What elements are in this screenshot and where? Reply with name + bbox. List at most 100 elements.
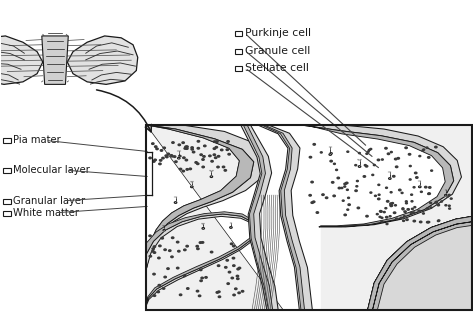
Circle shape [204, 145, 206, 147]
Polygon shape [42, 36, 68, 84]
Circle shape [405, 147, 407, 149]
Circle shape [172, 237, 174, 239]
Circle shape [171, 256, 173, 258]
Bar [235, 31, 242, 36]
Circle shape [159, 160, 162, 161]
Circle shape [429, 202, 431, 204]
Circle shape [418, 210, 420, 212]
Circle shape [329, 154, 331, 155]
Circle shape [172, 142, 174, 143]
Circle shape [197, 163, 199, 165]
Circle shape [195, 162, 197, 163]
Circle shape [385, 208, 387, 209]
Circle shape [425, 186, 427, 188]
Circle shape [391, 151, 392, 153]
Circle shape [158, 257, 160, 259]
Circle shape [215, 147, 218, 148]
Ellipse shape [0, 26, 145, 101]
Circle shape [179, 168, 182, 170]
Circle shape [311, 181, 313, 183]
Circle shape [235, 288, 237, 289]
Circle shape [413, 220, 416, 222]
Circle shape [367, 151, 369, 152]
Circle shape [197, 248, 199, 250]
Circle shape [428, 222, 430, 223]
Circle shape [385, 216, 388, 218]
Circle shape [232, 257, 235, 259]
Circle shape [184, 148, 186, 149]
Circle shape [379, 216, 381, 217]
Circle shape [179, 155, 181, 157]
Circle shape [383, 211, 385, 213]
Circle shape [334, 163, 336, 164]
Circle shape [438, 220, 439, 222]
Circle shape [191, 149, 193, 150]
Circle shape [428, 193, 430, 194]
Circle shape [405, 201, 407, 202]
Circle shape [225, 267, 227, 268]
Circle shape [411, 208, 413, 210]
Circle shape [391, 205, 392, 206]
Circle shape [229, 227, 232, 228]
Bar [235, 66, 242, 71]
Circle shape [210, 251, 213, 253]
Circle shape [174, 202, 177, 204]
Text: Granular layer: Granular layer [13, 196, 86, 206]
Polygon shape [368, 216, 472, 310]
Circle shape [215, 157, 217, 159]
Circle shape [183, 249, 186, 251]
Circle shape [381, 221, 383, 222]
Circle shape [346, 182, 348, 184]
Circle shape [435, 146, 437, 148]
Circle shape [228, 154, 230, 155]
Circle shape [380, 210, 382, 212]
Circle shape [409, 154, 411, 155]
Bar [235, 49, 242, 53]
Circle shape [365, 166, 368, 167]
Circle shape [422, 150, 424, 151]
Circle shape [182, 142, 184, 143]
Circle shape [363, 176, 365, 177]
Circle shape [189, 168, 191, 170]
Circle shape [390, 203, 392, 204]
Circle shape [399, 189, 401, 191]
Circle shape [366, 153, 368, 154]
Circle shape [357, 207, 360, 209]
Circle shape [431, 170, 433, 171]
Circle shape [241, 290, 244, 292]
Polygon shape [258, 125, 312, 310]
Circle shape [186, 169, 188, 170]
Circle shape [182, 157, 185, 159]
Circle shape [309, 195, 311, 196]
Polygon shape [262, 125, 304, 310]
Circle shape [389, 178, 391, 179]
Circle shape [185, 146, 187, 148]
Circle shape [336, 169, 337, 171]
Circle shape [409, 179, 411, 180]
Circle shape [149, 157, 151, 159]
Circle shape [149, 235, 151, 237]
Circle shape [164, 276, 166, 278]
Circle shape [153, 295, 155, 296]
Circle shape [178, 157, 180, 159]
Circle shape [402, 209, 404, 210]
Circle shape [397, 158, 400, 159]
Bar [3, 210, 10, 216]
Circle shape [419, 155, 421, 157]
Circle shape [213, 141, 216, 143]
Bar [146, 125, 472, 310]
Polygon shape [146, 125, 472, 310]
Circle shape [178, 250, 180, 252]
Circle shape [200, 269, 202, 270]
Circle shape [170, 155, 173, 156]
Bar [3, 138, 10, 143]
Circle shape [163, 147, 165, 149]
Circle shape [430, 207, 432, 208]
Circle shape [173, 156, 176, 157]
Circle shape [374, 195, 376, 197]
Circle shape [200, 154, 202, 155]
Circle shape [348, 204, 350, 205]
Circle shape [311, 202, 313, 204]
Circle shape [400, 217, 402, 219]
Polygon shape [67, 36, 138, 84]
